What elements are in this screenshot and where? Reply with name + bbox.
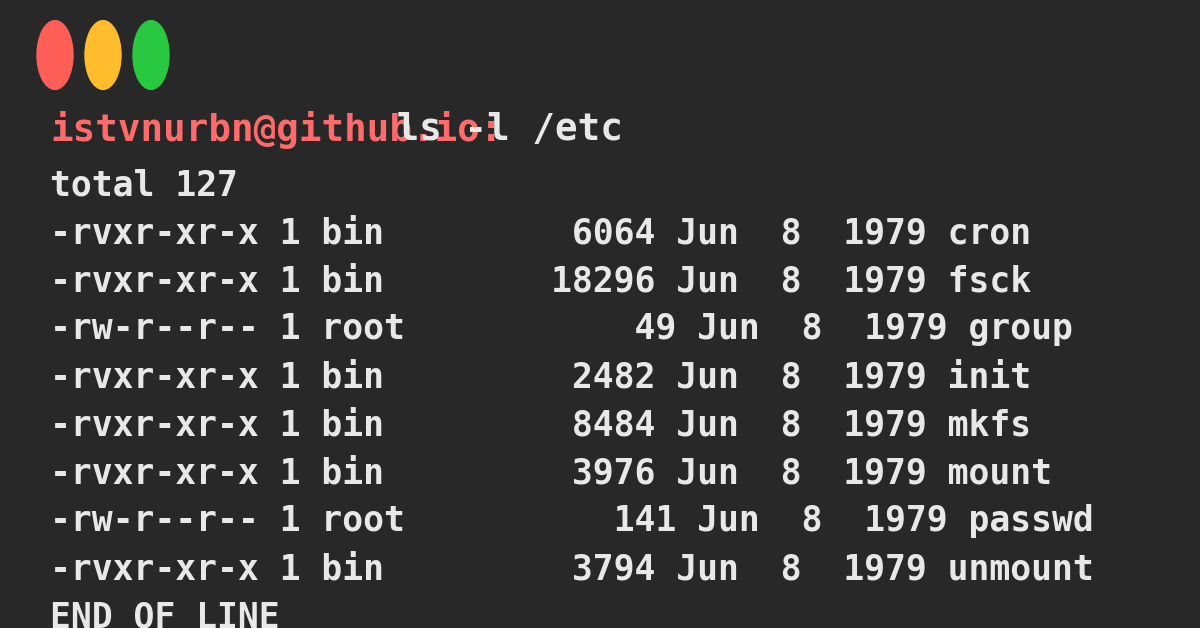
Text: END OF LINE: END OF LINE xyxy=(50,600,280,628)
Text: -rvxr-xr-x 1 bin         6064 Jun  8  1979 cron: -rvxr-xr-x 1 bin 6064 Jun 8 1979 cron xyxy=(50,216,1031,250)
Text: total 127: total 127 xyxy=(50,168,238,202)
Text: ls -l /etc: ls -l /etc xyxy=(374,112,623,148)
Ellipse shape xyxy=(37,21,73,89)
Text: -rvxr-xr-x 1 bin         3976 Jun  8  1979 mount: -rvxr-xr-x 1 bin 3976 Jun 8 1979 mount xyxy=(50,456,1052,490)
Text: -rvxr-xr-x 1 bin        18296 Jun  8  1979 fsck: -rvxr-xr-x 1 bin 18296 Jun 8 1979 fsck xyxy=(50,264,1031,298)
Text: -rw-r--r-- 1 root           49 Jun  8  1979 group: -rw-r--r-- 1 root 49 Jun 8 1979 group xyxy=(50,312,1073,346)
Text: -rvxr-xr-x 1 bin         3794 Jun  8  1979 unmount: -rvxr-xr-x 1 bin 3794 Jun 8 1979 unmount xyxy=(50,552,1093,586)
Ellipse shape xyxy=(133,21,169,89)
Ellipse shape xyxy=(85,21,121,89)
Text: -rvxr-xr-x 1 bin         8484 Jun  8  1979 mkfs: -rvxr-xr-x 1 bin 8484 Jun 8 1979 mkfs xyxy=(50,408,1031,442)
Text: istvnurbn@github.io:: istvnurbn@github.io: xyxy=(50,111,503,149)
Text: -rw-r--r-- 1 root          141 Jun  8  1979 passwd: -rw-r--r-- 1 root 141 Jun 8 1979 passwd xyxy=(50,504,1093,538)
Text: -rvxr-xr-x 1 bin         2482 Jun  8  1979 init: -rvxr-xr-x 1 bin 2482 Jun 8 1979 init xyxy=(50,360,1031,394)
